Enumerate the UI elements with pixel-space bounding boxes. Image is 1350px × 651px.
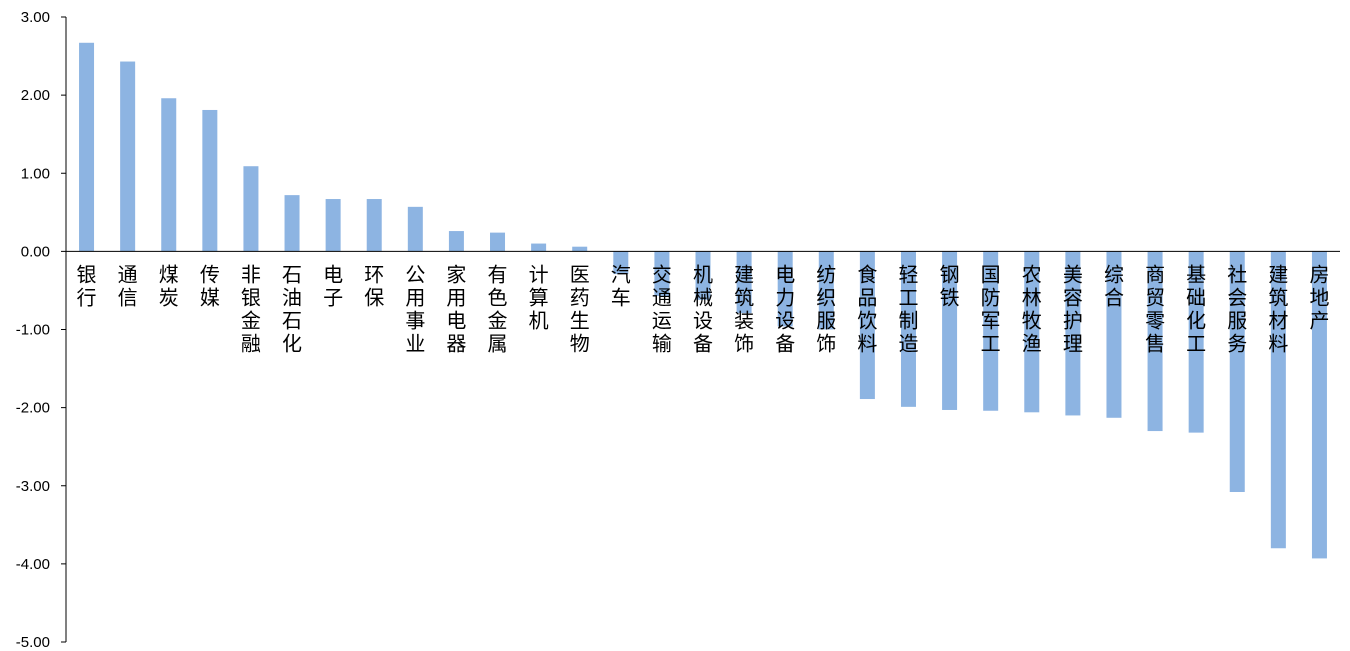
category-label: 农林牧渔: [1022, 262, 1042, 355]
category-label: 轻工制造: [898, 262, 918, 355]
bar: [654, 251, 670, 296]
bar: [284, 195, 300, 252]
y-tick-label: -3.00: [16, 478, 50, 495]
bar: [1188, 251, 1204, 433]
bar: [1024, 251, 1040, 413]
category-label: 钢铁: [940, 262, 960, 309]
bar: [448, 231, 464, 252]
bar: [1311, 251, 1327, 559]
category-label: 纺织服饰: [816, 262, 836, 355]
bar: [983, 251, 999, 411]
y-tick-label: 2.00: [21, 87, 50, 104]
category-label: 食品饮料: [857, 262, 877, 355]
category-label: 公用事业: [405, 262, 425, 355]
y-tick-label: 3.00: [21, 9, 50, 26]
bar: [490, 232, 506, 252]
bars: [66, 42, 1340, 559]
bar: [407, 206, 423, 252]
bar: [1147, 251, 1163, 432]
y-tick-label: -5.00: [16, 634, 50, 651]
bar: [900, 251, 916, 407]
bar: [120, 61, 136, 252]
y-tick-label: -4.00: [16, 556, 50, 573]
bar: [161, 98, 177, 252]
y-axis: 3.00 2.00 1.00 0.00 -1.00 -2.00 -3.00 -4.00 -5.0…: [16, 9, 67, 651]
bar: [859, 251, 875, 400]
bar: [1106, 251, 1122, 418]
bar: [202, 109, 218, 252]
category-label: 交通运输: [652, 262, 672, 355]
category-label: 基础化工: [1186, 262, 1206, 355]
category-label: 建筑装饰: [734, 262, 754, 355]
category-label: 有色金属: [488, 262, 508, 355]
category-label: 汽车: [611, 262, 631, 309]
bar: [366, 199, 382, 252]
category-label: 石油石化: [282, 262, 302, 355]
category-label: 通信: [118, 262, 138, 309]
category-label: 商贸零售: [1145, 262, 1165, 355]
category-label: 国防军工: [981, 262, 1001, 355]
category-label: 家用电器: [446, 262, 466, 355]
category-label: 环保: [364, 262, 384, 309]
bar: [325, 199, 341, 252]
category-label: 电力设备: [775, 262, 795, 355]
bar: [613, 251, 629, 275]
category-label: 非银金融: [241, 262, 261, 355]
category-label: 计算机: [529, 262, 549, 332]
bar: [79, 42, 95, 252]
y-tick-label: -1.00: [16, 322, 50, 339]
category-label: 美容护理: [1063, 262, 1083, 355]
category-label: 房地产: [1309, 262, 1329, 332]
category-label: 综合: [1104, 262, 1124, 309]
y-tick-label: 0.00: [21, 243, 50, 260]
bar: [777, 251, 793, 327]
category-label: 医药生物: [570, 262, 590, 355]
category-label: 社会服务: [1227, 262, 1247, 355]
bar: [531, 243, 547, 252]
bar: [243, 166, 259, 252]
bar: [1270, 251, 1286, 549]
category-label: 机械设备: [693, 262, 713, 355]
y-tick-label: -2.00: [16, 400, 50, 417]
category-label: 传媒: [200, 262, 220, 309]
bar: [818, 251, 834, 330]
bar: [1065, 251, 1081, 416]
y-tick-label: 1.00: [21, 165, 50, 182]
bar: [1229, 251, 1245, 492]
category-label: 银行: [77, 262, 97, 309]
category-label: 煤炭: [159, 262, 179, 309]
bar: [572, 246, 588, 252]
bar: [695, 251, 711, 300]
category-label: 建筑材料: [1268, 262, 1288, 355]
category-label: 电子: [323, 262, 343, 309]
bar: [736, 251, 752, 314]
bar: [942, 251, 958, 410]
